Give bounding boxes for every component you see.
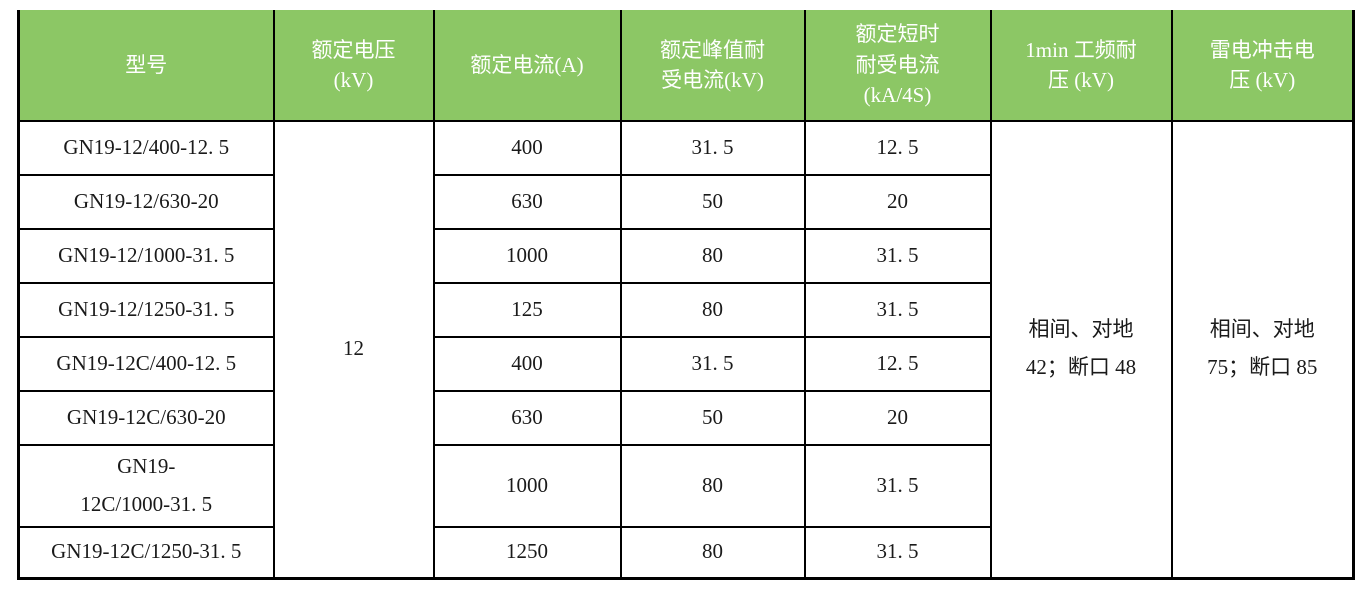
col-header-short-time-withstand-current: 额定短时 耐受电流 (kA/4S) bbox=[803, 10, 992, 122]
cell-rated-current: 630 bbox=[432, 174, 622, 230]
cell-rated-current: 1000 bbox=[432, 228, 622, 284]
cell-peak-withstand: 80 bbox=[619, 282, 806, 338]
cell-model: GN19-12/400-12. 5 bbox=[17, 120, 275, 176]
cell-model: GN19-12/630-20 bbox=[17, 174, 275, 230]
cell-rated-current: 400 bbox=[432, 120, 622, 176]
cell-short-time-withstand: 31. 5 bbox=[803, 228, 992, 284]
cell-peak-withstand: 80 bbox=[619, 228, 806, 284]
table-row: GN19-12C/1250-31. 5 1250 80 31. 5 bbox=[17, 526, 1354, 579]
table-row: GN19-12/630-20 630 50 20 bbox=[17, 174, 1354, 230]
col-header-rated-voltage: 额定电压 (kV) bbox=[272, 10, 435, 122]
cell-rated-current: 1250 bbox=[432, 526, 622, 579]
cell-peak-withstand: 50 bbox=[619, 174, 806, 230]
col-header-power-frequency-withstand: 1min 工频耐 压 (kV) bbox=[989, 10, 1173, 122]
cell-peak-withstand: 50 bbox=[619, 390, 806, 446]
cell-model: GN19-12/1000-31. 5 bbox=[17, 228, 275, 284]
cell-rated-current: 1000 bbox=[432, 444, 622, 528]
cell-rated-current: 400 bbox=[432, 336, 622, 392]
table-row: GN19-12/400-12. 5 12 400 31. 5 12. 5 相间、… bbox=[17, 120, 1355, 579]
cell-peak-withstand: 31. 5 bbox=[619, 120, 806, 176]
cell-model: GN19-12C/630-20 bbox=[17, 390, 275, 446]
col-header-model: 型号 bbox=[17, 10, 275, 122]
table-row: GN19-12C/630-20 630 50 20 bbox=[17, 390, 1354, 446]
cell-short-time-withstand: 31. 5 bbox=[803, 526, 992, 579]
cell-short-time-withstand: 12. 5 bbox=[803, 336, 992, 392]
cell-short-time-withstand: 20 bbox=[803, 174, 992, 230]
cell-peak-withstand: 80 bbox=[619, 526, 806, 579]
cell-peak-withstand: 80 bbox=[619, 444, 806, 528]
cell-rated-voltage-merged: 12 bbox=[272, 120, 435, 579]
cell-lightning-impulse-merged: 相间、对地 75；断口 85 bbox=[1170, 120, 1355, 579]
cell-model: GN19- 12C/1000-31. 5 bbox=[17, 444, 275, 528]
cell-short-time-withstand: 12. 5 bbox=[803, 120, 992, 176]
cell-model: GN19-12/1250-31. 5 bbox=[17, 282, 275, 338]
cell-model: GN19-12C/400-12. 5 bbox=[17, 336, 275, 392]
cell-rated-current: 630 bbox=[432, 390, 622, 446]
table-row: GN19-12/1000-31. 5 1000 80 31. 5 bbox=[17, 228, 1354, 284]
col-header-peak-withstand-current: 额定峰值耐 受电流(kV) bbox=[619, 10, 806, 122]
table-row: GN19-12/1250-31. 5 125 80 31. 5 bbox=[17, 282, 1354, 338]
col-header-rated-current: 额定电流(A) bbox=[432, 10, 622, 122]
table-row: GN19- 12C/1000-31. 5 1000 80 31. 5 bbox=[17, 444, 1354, 528]
switch-spec-table: 型号 额定电压 (kV) 额定电流(A) 额定峰值耐 受电流(kV) 额定短时 … bbox=[17, 10, 1355, 580]
cell-peak-withstand: 31. 5 bbox=[619, 336, 806, 392]
cell-power-frequency-merged: 相间、对地 42；断口 48 bbox=[989, 120, 1173, 579]
cell-rated-current: 125 bbox=[432, 282, 622, 338]
cell-short-time-withstand: 31. 5 bbox=[803, 444, 992, 528]
col-header-lightning-impulse: 雷电冲击电 压 (kV) bbox=[1170, 10, 1355, 122]
cell-short-time-withstand: 20 bbox=[803, 390, 992, 446]
cell-short-time-withstand: 31. 5 bbox=[803, 282, 992, 338]
table-row: GN19-12C/400-12. 5 400 31. 5 12. 5 bbox=[17, 336, 1354, 392]
cell-model: GN19-12C/1250-31. 5 bbox=[17, 526, 275, 579]
header-row: 型号 额定电压 (kV) 额定电流(A) 额定峰值耐 受电流(kV) 额定短时 … bbox=[17, 10, 1355, 122]
